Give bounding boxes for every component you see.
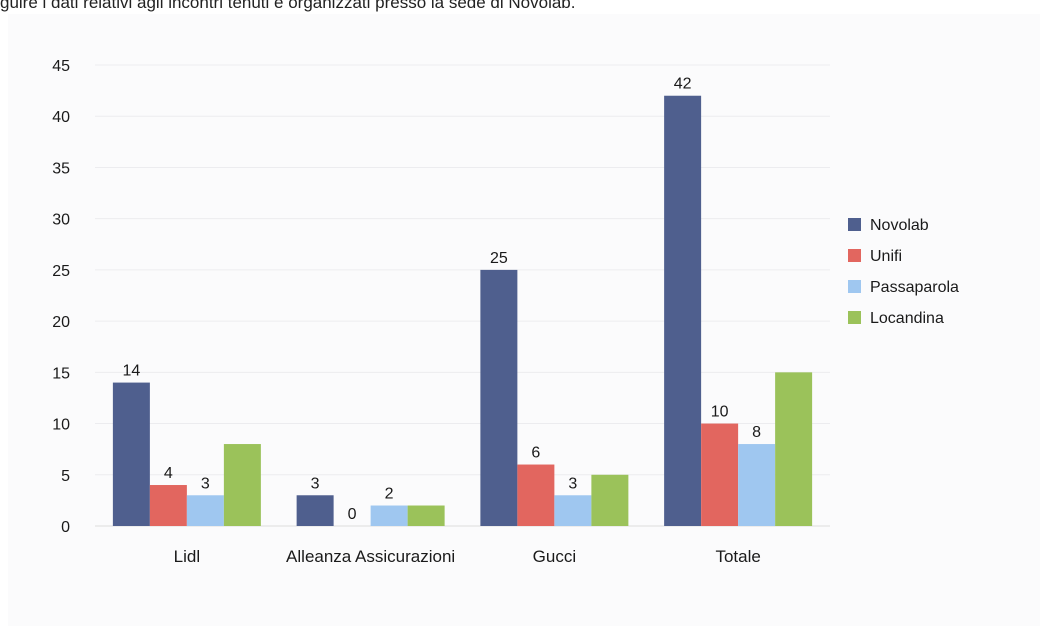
bar-novolab [480,269,518,526]
legend-label: Novolab [870,217,929,234]
y-tick-label: 15 [52,365,70,382]
bar-locandina [223,444,261,526]
bar-passaparola [370,505,408,526]
legend-label: Passaparola [870,279,959,296]
data-label: 6 [531,445,540,462]
bar-passaparola [186,495,224,526]
bar-locandina [407,505,445,526]
y-tick-label: 10 [52,417,70,434]
x-tick-label: Totale [715,547,760,566]
bar-novolab [296,495,334,526]
bar-novolab [664,95,702,526]
data-label: 8 [752,424,761,441]
bar-locandina [591,474,629,526]
data-labels: 14 4 3 3 0 2 25 6 3 42 10 8 [122,76,761,523]
page-caption: guire i dati relativi agli incontri tenu… [0,0,576,12]
legend-swatch [848,249,861,262]
y-tick-label: 5 [61,468,70,485]
data-label: 4 [164,465,173,482]
bar-unifi [149,485,187,526]
bar-novolab [112,382,150,526]
y-tick-label: 0 [61,519,70,536]
y-tick-label: 35 [52,160,70,177]
y-tick-label: 25 [52,263,70,280]
legend-label: Unifi [870,248,902,265]
data-label: 25 [490,250,508,267]
y-tick-label: 30 [52,212,70,229]
data-label: 0 [348,506,357,523]
legend-swatch [848,280,861,293]
data-label: 42 [674,76,692,93]
data-label: 2 [385,486,394,503]
legend-label: Locandina [870,310,944,327]
x-axis: Lidl Alleanza Assicurazioni Gucci Totale [174,547,761,566]
y-tick-label: 40 [52,109,70,126]
bar-unifi [517,464,555,526]
bar-passaparola [554,495,592,526]
bar-locandina [775,372,813,526]
x-tick-label: Alleanza Assicurazioni [286,547,455,566]
data-label: 10 [711,404,729,421]
legend-swatch [848,311,861,324]
y-tick-label: 45 [52,58,70,75]
data-label: 3 [201,475,210,492]
grid-lines [95,64,830,476]
x-tick-label: Gucci [533,547,576,566]
data-label: 14 [122,363,140,380]
y-tick-label: 20 [52,314,70,331]
chart-panel: 0 5 10 15 20 25 30 35 40 45 14 4 3 3 0 2 25 6 3 42 10 8 Lidl… [8,14,1040,626]
data-label: 3 [311,475,320,492]
data-label: 3 [568,475,577,492]
bars [112,95,813,526]
bar-passaparola [738,444,776,526]
legend: Novolab Unifi Passaparola Locandina [848,217,959,327]
legend-swatch [848,218,861,231]
bar-unifi [701,423,739,526]
x-tick-label: Lidl [174,547,200,566]
